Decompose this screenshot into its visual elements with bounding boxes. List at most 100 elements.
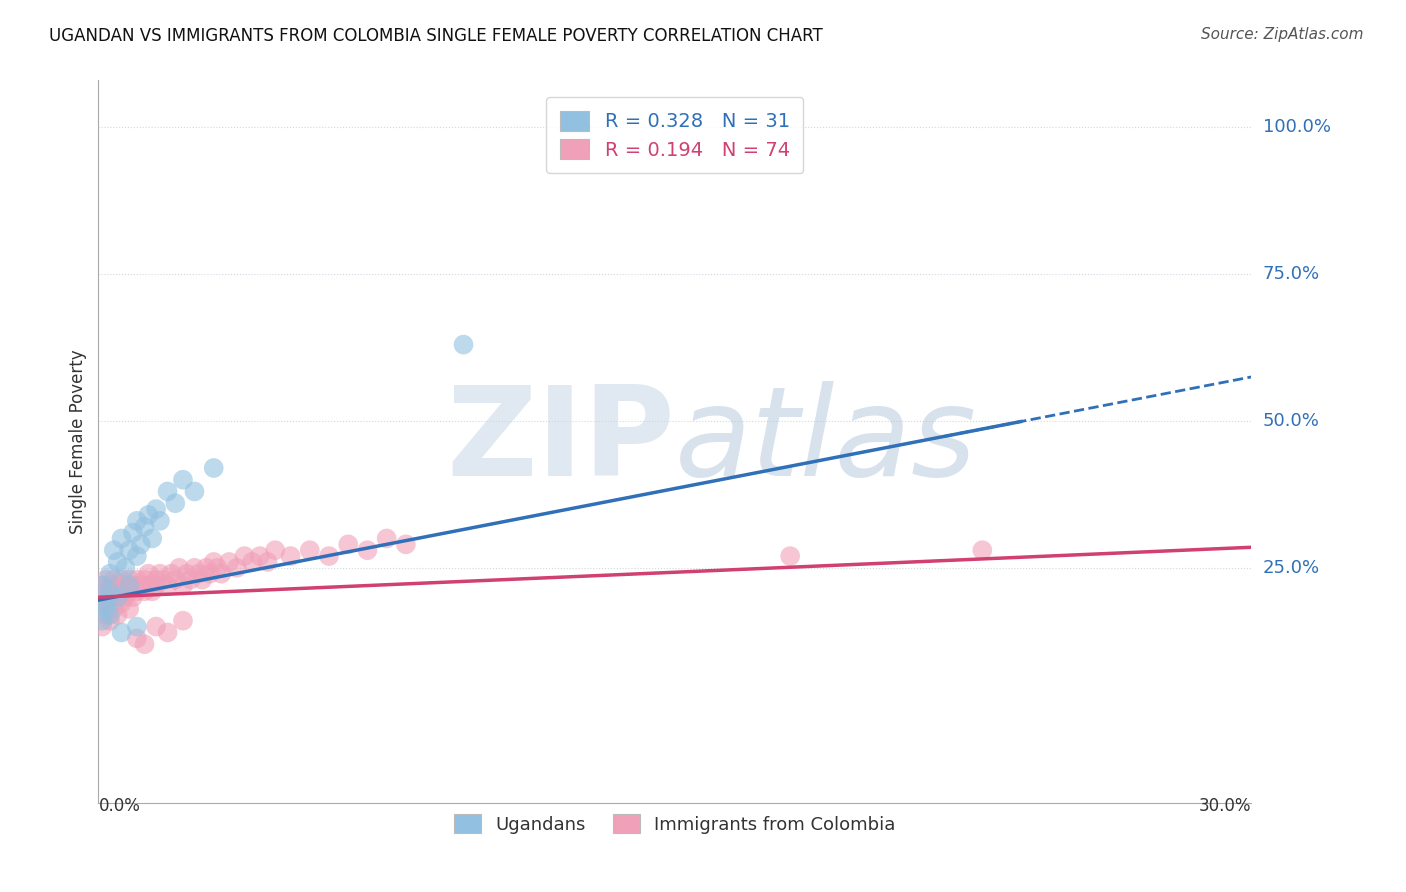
Point <box>107 607 129 622</box>
Point <box>779 549 801 563</box>
Point <box>972 543 994 558</box>
Point <box>172 614 194 628</box>
Point <box>233 549 256 563</box>
Point <box>138 578 160 592</box>
Point <box>145 573 167 587</box>
Point <box>122 578 145 592</box>
Point <box>98 614 121 628</box>
Point <box>156 578 179 592</box>
Point <box>195 561 218 575</box>
Y-axis label: Single Female Poverty: Single Female Poverty <box>69 350 87 533</box>
Point <box>125 619 148 633</box>
Point <box>107 591 129 605</box>
Point <box>176 566 198 581</box>
Point <box>110 532 132 546</box>
Point <box>125 514 148 528</box>
Point <box>98 578 121 592</box>
Text: Source: ZipAtlas.com: Source: ZipAtlas.com <box>1201 27 1364 42</box>
Point <box>280 549 302 563</box>
Point <box>94 607 117 622</box>
Point <box>256 555 278 569</box>
Point <box>94 596 117 610</box>
Point <box>172 473 194 487</box>
Point <box>264 543 287 558</box>
Point <box>129 537 152 551</box>
Point <box>152 573 174 587</box>
Point <box>134 584 156 599</box>
Point <box>145 578 167 592</box>
Point <box>107 578 129 592</box>
Point <box>94 596 117 610</box>
Point <box>91 614 114 628</box>
Point <box>202 555 225 569</box>
Point <box>107 555 129 569</box>
Point <box>110 625 132 640</box>
Point <box>198 566 221 581</box>
Point <box>134 573 156 587</box>
Point <box>118 543 141 558</box>
Point <box>103 573 125 587</box>
Text: 100.0%: 100.0% <box>1263 119 1331 136</box>
Point <box>98 566 121 581</box>
Point <box>298 543 321 558</box>
Point <box>249 549 271 563</box>
Point <box>94 573 117 587</box>
Point <box>145 619 167 633</box>
Text: atlas: atlas <box>675 381 977 502</box>
Point <box>114 591 136 605</box>
Point <box>125 573 148 587</box>
Text: 30.0%: 30.0% <box>1199 797 1251 815</box>
Point <box>207 561 229 575</box>
Point <box>103 543 125 558</box>
Point <box>98 602 121 616</box>
Point <box>118 584 141 599</box>
Point <box>165 573 187 587</box>
Point <box>160 566 183 581</box>
Point <box>94 602 117 616</box>
Point <box>118 578 141 592</box>
Point <box>91 591 114 605</box>
Point <box>122 591 145 605</box>
Point <box>187 566 209 581</box>
Point <box>395 537 418 551</box>
Point <box>110 596 132 610</box>
Point <box>125 549 148 563</box>
Point <box>118 573 141 587</box>
Point <box>141 584 163 599</box>
Text: ZIP: ZIP <box>446 381 675 502</box>
Point <box>98 591 121 605</box>
Point <box>107 591 129 605</box>
Point <box>209 566 232 581</box>
Point <box>337 537 360 551</box>
Point <box>149 514 172 528</box>
Point <box>202 461 225 475</box>
Point <box>145 502 167 516</box>
Text: 50.0%: 50.0% <box>1263 412 1320 430</box>
Point <box>167 561 190 575</box>
Point <box>134 519 156 533</box>
Text: 25.0%: 25.0% <box>1263 558 1320 577</box>
Point <box>110 573 132 587</box>
Point <box>91 619 114 633</box>
Point <box>91 578 114 592</box>
Point <box>110 584 132 599</box>
Point <box>165 496 187 510</box>
Point <box>138 566 160 581</box>
Legend: Ugandans, Immigrants from Colombia: Ugandans, Immigrants from Colombia <box>443 804 907 845</box>
Point <box>138 508 160 522</box>
Point <box>318 549 340 563</box>
Point <box>375 532 398 546</box>
Point <box>125 584 148 599</box>
Point <box>156 484 179 499</box>
Point <box>98 584 121 599</box>
Point <box>125 632 148 646</box>
Point <box>225 561 247 575</box>
Point <box>114 561 136 575</box>
Point <box>129 578 152 592</box>
Point <box>183 561 205 575</box>
Point <box>453 337 475 351</box>
Point <box>191 573 214 587</box>
Point <box>103 602 125 616</box>
Point <box>218 555 240 569</box>
Point <box>122 525 145 540</box>
